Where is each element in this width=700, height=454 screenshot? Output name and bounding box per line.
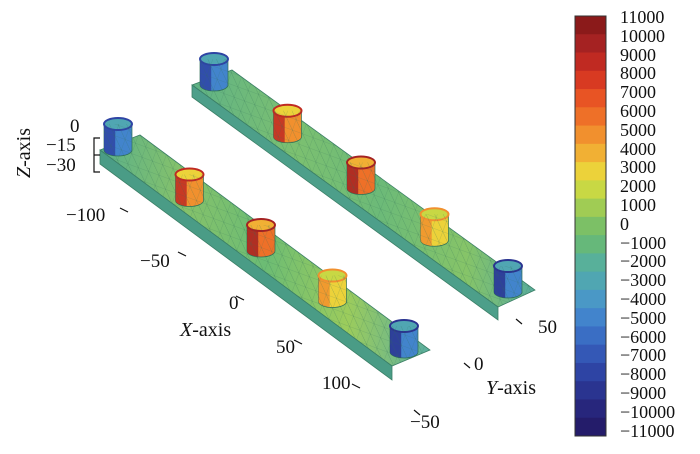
support-cylinder (419, 207, 450, 247)
colorbar-swatch (575, 16, 606, 35)
colorbar-label: 4000 (620, 138, 656, 159)
colorbar-label: 8000 (620, 63, 656, 84)
colorbar-label: −10000 (620, 401, 676, 422)
colorbar-swatch (575, 289, 606, 309)
colorbar-swatch (575, 34, 606, 54)
colorbar-label: 1000 (620, 195, 656, 216)
colorbar-swatch (575, 362, 606, 382)
colorbar-label: −4000 (620, 289, 667, 310)
colorbar-swatch (575, 399, 606, 419)
z-axis-bracket (93, 137, 100, 173)
colorbar-label: −1000 (620, 232, 667, 253)
colorbar-swatch (575, 70, 606, 90)
x-tick-label: 50 (276, 337, 295, 358)
colorbar-swatch (575, 198, 606, 218)
colorbar-label: 6000 (620, 101, 656, 122)
colorbar-swatch (575, 271, 606, 291)
support-cylinder (103, 117, 133, 157)
x-tick-label: −100 (66, 205, 106, 226)
colorbar-label: 11000 (620, 7, 665, 27)
colorbar-label: −11000 (620, 420, 675, 441)
support-cylinder (389, 319, 419, 359)
colorbar-swatch (575, 89, 606, 108)
support-cylinder (493, 259, 523, 299)
support-cylinder (317, 268, 348, 308)
colorbar-swatch (575, 417, 606, 437)
support-cylinder (174, 167, 205, 207)
colorbar-label: 7000 (620, 82, 656, 103)
colorbar-swatch (575, 326, 606, 346)
colorbar-label: −5000 (620, 307, 667, 328)
colorbar-swatch (575, 52, 606, 72)
colorbar-swatch (575, 125, 606, 145)
z-axis-title: Z-axis (13, 127, 35, 178)
back-beam (191, 52, 536, 321)
colorbar-label: 3000 (620, 157, 656, 178)
colorbar-frame (574, 15, 607, 437)
support-cylinder (246, 218, 276, 258)
colorbar-swatch (575, 180, 606, 200)
x-tick-label: −50 (140, 251, 170, 272)
colorbar-swatch (575, 143, 606, 163)
y-tick-label: 50 (538, 317, 557, 338)
y-axis-title: Y-axis (486, 377, 537, 399)
support-cylinder (272, 103, 303, 144)
colorbar (574, 15, 607, 437)
colorbar-label: 9000 (620, 44, 656, 65)
support-cylinder (346, 155, 376, 195)
support-cylinder (199, 52, 229, 92)
colorbar-label: −2000 (620, 251, 667, 272)
colorbar-swatch (575, 107, 606, 127)
z-tick-label: 0 (70, 116, 80, 137)
y-tick-label: −50 (410, 412, 440, 433)
colorbar-label: −3000 (620, 270, 667, 291)
colorbar-label: −8000 (620, 364, 667, 385)
colorbar-label: 2000 (620, 176, 656, 197)
front-beam-side (99, 149, 393, 381)
colorbar-label: 5000 (620, 119, 656, 140)
colorbar-swatch (575, 216, 606, 236)
y-axis-ticks (413, 318, 523, 416)
colorbar-label: −9000 (620, 383, 667, 404)
colorbar-swatch (575, 381, 606, 400)
colorbar-swatch (575, 162, 606, 181)
x-tick-label: 100 (322, 373, 351, 394)
z-tick-label: −30 (46, 155, 76, 176)
x-axis-ticks (119, 207, 361, 389)
colorbar-swatch (575, 235, 606, 254)
colorbar-swatch (575, 308, 606, 327)
colorbar-label: −7000 (620, 345, 667, 366)
y-tick-label: 0 (474, 354, 484, 375)
front-beam (99, 117, 431, 381)
colorbar-swatch (575, 253, 606, 273)
colorbar-swatch (575, 344, 606, 364)
colorbar-label: 0 (620, 213, 629, 234)
colorbar-label: 10000 (620, 25, 665, 46)
z-tick-label: −15 (46, 135, 76, 156)
x-axis-title: X-axis (180, 319, 232, 341)
back-beam-side (191, 84, 499, 321)
x-tick-label: 0 (229, 293, 239, 314)
colorbar-label: −6000 (620, 326, 667, 347)
